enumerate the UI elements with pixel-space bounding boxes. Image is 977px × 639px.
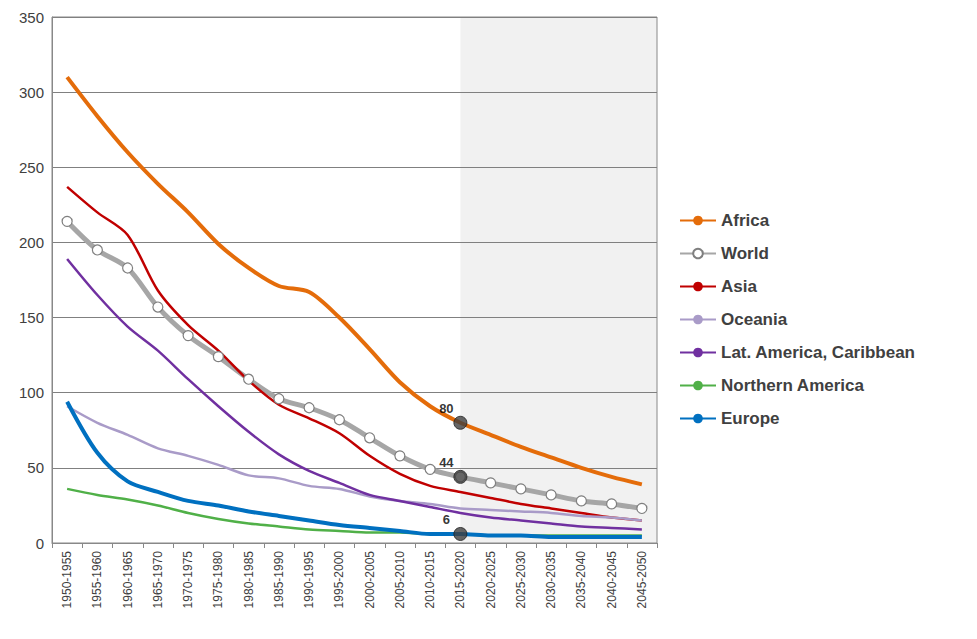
svg-text:300: 300 [19, 84, 44, 101]
svg-text:2015-2020: 2015-2020 [453, 551, 467, 609]
svg-text:350: 350 [19, 9, 44, 26]
svg-text:2025-2030: 2025-2030 [514, 551, 528, 609]
svg-text:250: 250 [19, 159, 44, 176]
svg-text:200: 200 [19, 234, 44, 251]
svg-text:1995-2000: 1995-2000 [332, 551, 346, 609]
svg-text:1950-1955: 1950-1955 [60, 551, 74, 609]
svg-text:2010-2015: 2010-2015 [423, 551, 437, 609]
svg-text:2045-2050: 2045-2050 [635, 551, 649, 609]
svg-text:World: World [721, 244, 769, 263]
svg-text:150: 150 [19, 309, 44, 326]
svg-text:Northern America: Northern America [721, 376, 865, 395]
svg-text:2040-2045: 2040-2045 [605, 551, 619, 609]
svg-text:6: 6 [443, 512, 450, 527]
svg-text:50: 50 [27, 459, 44, 476]
svg-text:44: 44 [439, 455, 454, 470]
svg-text:80: 80 [439, 401, 453, 416]
svg-text:0: 0 [36, 535, 44, 552]
svg-text:2000-2005: 2000-2005 [363, 551, 377, 609]
svg-text:1965-1970: 1965-1970 [151, 551, 165, 609]
svg-text:2035-2040: 2035-2040 [574, 551, 588, 609]
svg-text:Oceania: Oceania [721, 310, 788, 329]
svg-text:1975-1980: 1975-1980 [211, 551, 225, 609]
svg-text:Asia: Asia [721, 277, 757, 296]
svg-text:Africa: Africa [721, 211, 770, 230]
svg-text:100: 100 [19, 384, 44, 401]
svg-text:1985-1990: 1985-1990 [272, 551, 286, 609]
svg-text:2005-2010: 2005-2010 [393, 551, 407, 609]
svg-text:1990-1995: 1990-1995 [302, 551, 316, 609]
svg-text:1980-1985: 1980-1985 [242, 551, 256, 609]
svg-text:1960-1965: 1960-1965 [121, 551, 135, 609]
svg-text:2020-2025: 2020-2025 [484, 551, 498, 609]
svg-text:Europe: Europe [721, 409, 780, 428]
svg-text:1970-1975: 1970-1975 [181, 551, 195, 609]
svg-text:2030-2035: 2030-2035 [544, 551, 558, 609]
svg-text:Lat. America, Caribbean: Lat. America, Caribbean [721, 343, 915, 362]
svg-text:1955-1960: 1955-1960 [90, 551, 104, 609]
